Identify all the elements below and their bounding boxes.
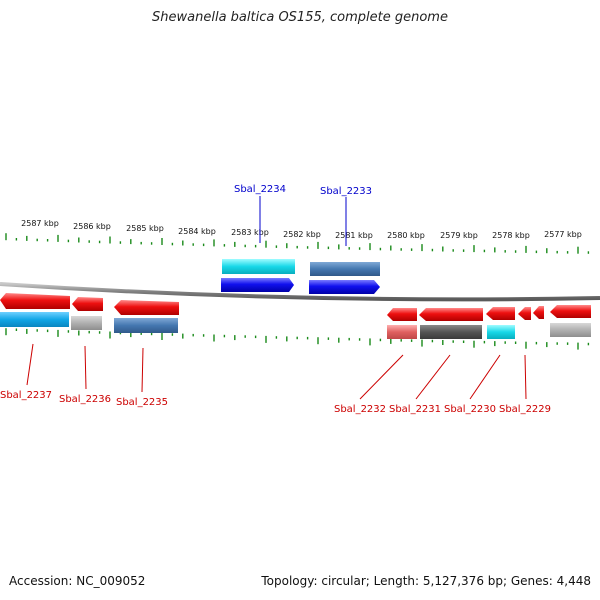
gene-label-sbal-2233[interactable]: Sbal_2233: [320, 186, 372, 197]
gene-sbal-2231-homolog-bar[interactable]: [420, 325, 482, 339]
gene-label-sbal-2229[interactable]: Sbal_2229: [499, 404, 551, 415]
ruler-label: 2586 kbp: [73, 222, 111, 231]
gene-sbal-2230-homolog-bar[interactable]: [487, 325, 515, 339]
gene-sbal-2231-arrow[interactable]: [419, 308, 483, 321]
reverse-strand-features: [0, 293, 591, 339]
gene-label-sbal-2236[interactable]: Sbal_2236: [59, 394, 111, 405]
gene-label-sbal-2235[interactable]: Sbal_2235: [116, 397, 168, 408]
gene-sbal-2232-homolog-bar[interactable]: [387, 325, 417, 339]
gene-sbal-2235-homolog-bar[interactable]: [114, 318, 178, 333]
gene-label-sbal-2231[interactable]: Sbal_2231: [389, 404, 441, 415]
ruler-label: 2579 kbp: [440, 231, 478, 240]
reverse-gene-label-texts: Sbal_2237 Sbal_2236 Sbal_2235 Sbal_2232 …: [0, 390, 551, 415]
gene-sbal-2237-homolog-bar[interactable]: [0, 312, 69, 327]
ruler-label: 2583 kbp: [231, 228, 269, 237]
reverse-gene-labels: [26, 343, 527, 400]
ruler-label: 2584 kbp: [178, 227, 216, 236]
forward-gene-labels: Sbal_2234 Sbal_2233: [234, 184, 372, 246]
gene-right-arrow[interactable]: [550, 305, 591, 318]
ruler-label: 2581 kbp: [335, 231, 373, 240]
genome-backbone: [0, 282, 600, 302]
lower-ruler: [5, 328, 590, 350]
ruler-label: 2578 kbp: [492, 231, 530, 240]
ruler-label: 2587 kbp: [21, 219, 59, 228]
gene-sbal-2233-homolog-bar[interactable]: [310, 262, 380, 276]
gene-sbal-2235-arrow[interactable]: [114, 300, 179, 315]
gene-sbal-2234-arrow[interactable]: [221, 278, 294, 292]
gene-label-sbal-2234[interactable]: Sbal_2234: [234, 184, 286, 195]
ruler-label: 2577 kbp: [544, 230, 582, 239]
gene-sbal-2236-arrow[interactable]: [72, 297, 103, 311]
gene-right-homolog-bar[interactable]: [550, 323, 591, 337]
gene-small-arrow[interactable]: [533, 306, 544, 319]
ruler-labels: 2587 kbp 2586 kbp 2585 kbp 2584 kbp 2583…: [21, 219, 582, 240]
gene-sbal-2233-arrow[interactable]: [309, 280, 380, 294]
gene-label-sbal-2230[interactable]: Sbal_2230: [444, 404, 496, 415]
gene-sbal-2230-arrow[interactable]: [486, 307, 515, 320]
upper-ruler: [5, 233, 590, 254]
ruler-label: 2585 kbp: [126, 224, 164, 233]
genome-stats-text: Topology: circular; Length: 5,127,376 bp…: [261, 574, 591, 588]
gene-label-sbal-2232[interactable]: Sbal_2232: [334, 404, 386, 415]
ruler-label: 2582 kbp: [283, 230, 321, 239]
gene-label-sbal-2237[interactable]: Sbal_2237: [0, 390, 52, 401]
ruler-label: 2580 kbp: [387, 231, 425, 240]
gene-sbal-2229-arrow[interactable]: [518, 307, 531, 320]
page-title: Shewanella baltica OS155, complete genom…: [152, 10, 448, 25]
forward-strand-features: [221, 259, 380, 294]
gene-sbal-2237-arrow[interactable]: [0, 293, 70, 309]
gene-sbal-2232-arrow[interactable]: [387, 308, 417, 321]
gene-sbal-2236-homolog-bar[interactable]: [71, 316, 102, 330]
gene-sbal-2234-homolog-bar[interactable]: [222, 259, 295, 274]
accession-text: Accession: NC_009052: [9, 574, 146, 588]
